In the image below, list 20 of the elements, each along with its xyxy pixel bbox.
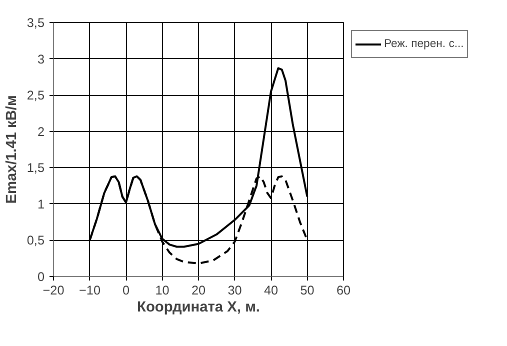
y-axis-title: Emax/1.41 кВ/м	[4, 95, 20, 204]
y-tick-label: 3	[37, 52, 45, 66]
x-tick-label: −10	[79, 284, 100, 298]
y-tick-label: 3,5	[26, 16, 45, 30]
x-tick-label: 50	[300, 284, 314, 298]
x-tick-label: 10	[155, 284, 170, 298]
x-tick-label: 0	[122, 284, 130, 298]
y-tick-label: 1,5	[26, 161, 45, 176]
x-tick-label: −20	[42, 284, 64, 298]
y-tick-label: 1	[37, 197, 45, 212]
x-tick-label: 40	[264, 284, 278, 298]
x-axis-title: Координата X, м.	[137, 300, 260, 316]
y-tick-label: 2,5	[26, 88, 45, 103]
y-tick-label: 2	[37, 124, 45, 139]
y-tick-label: 0,5	[26, 234, 45, 248]
x-tick-label: 30	[228, 284, 242, 298]
y-tick-label: 0	[37, 270, 45, 284]
legend-label: Реж. перен. с...	[384, 38, 464, 50]
x-tick-label: 20	[191, 284, 206, 298]
x-tick-label: 60	[336, 284, 351, 298]
